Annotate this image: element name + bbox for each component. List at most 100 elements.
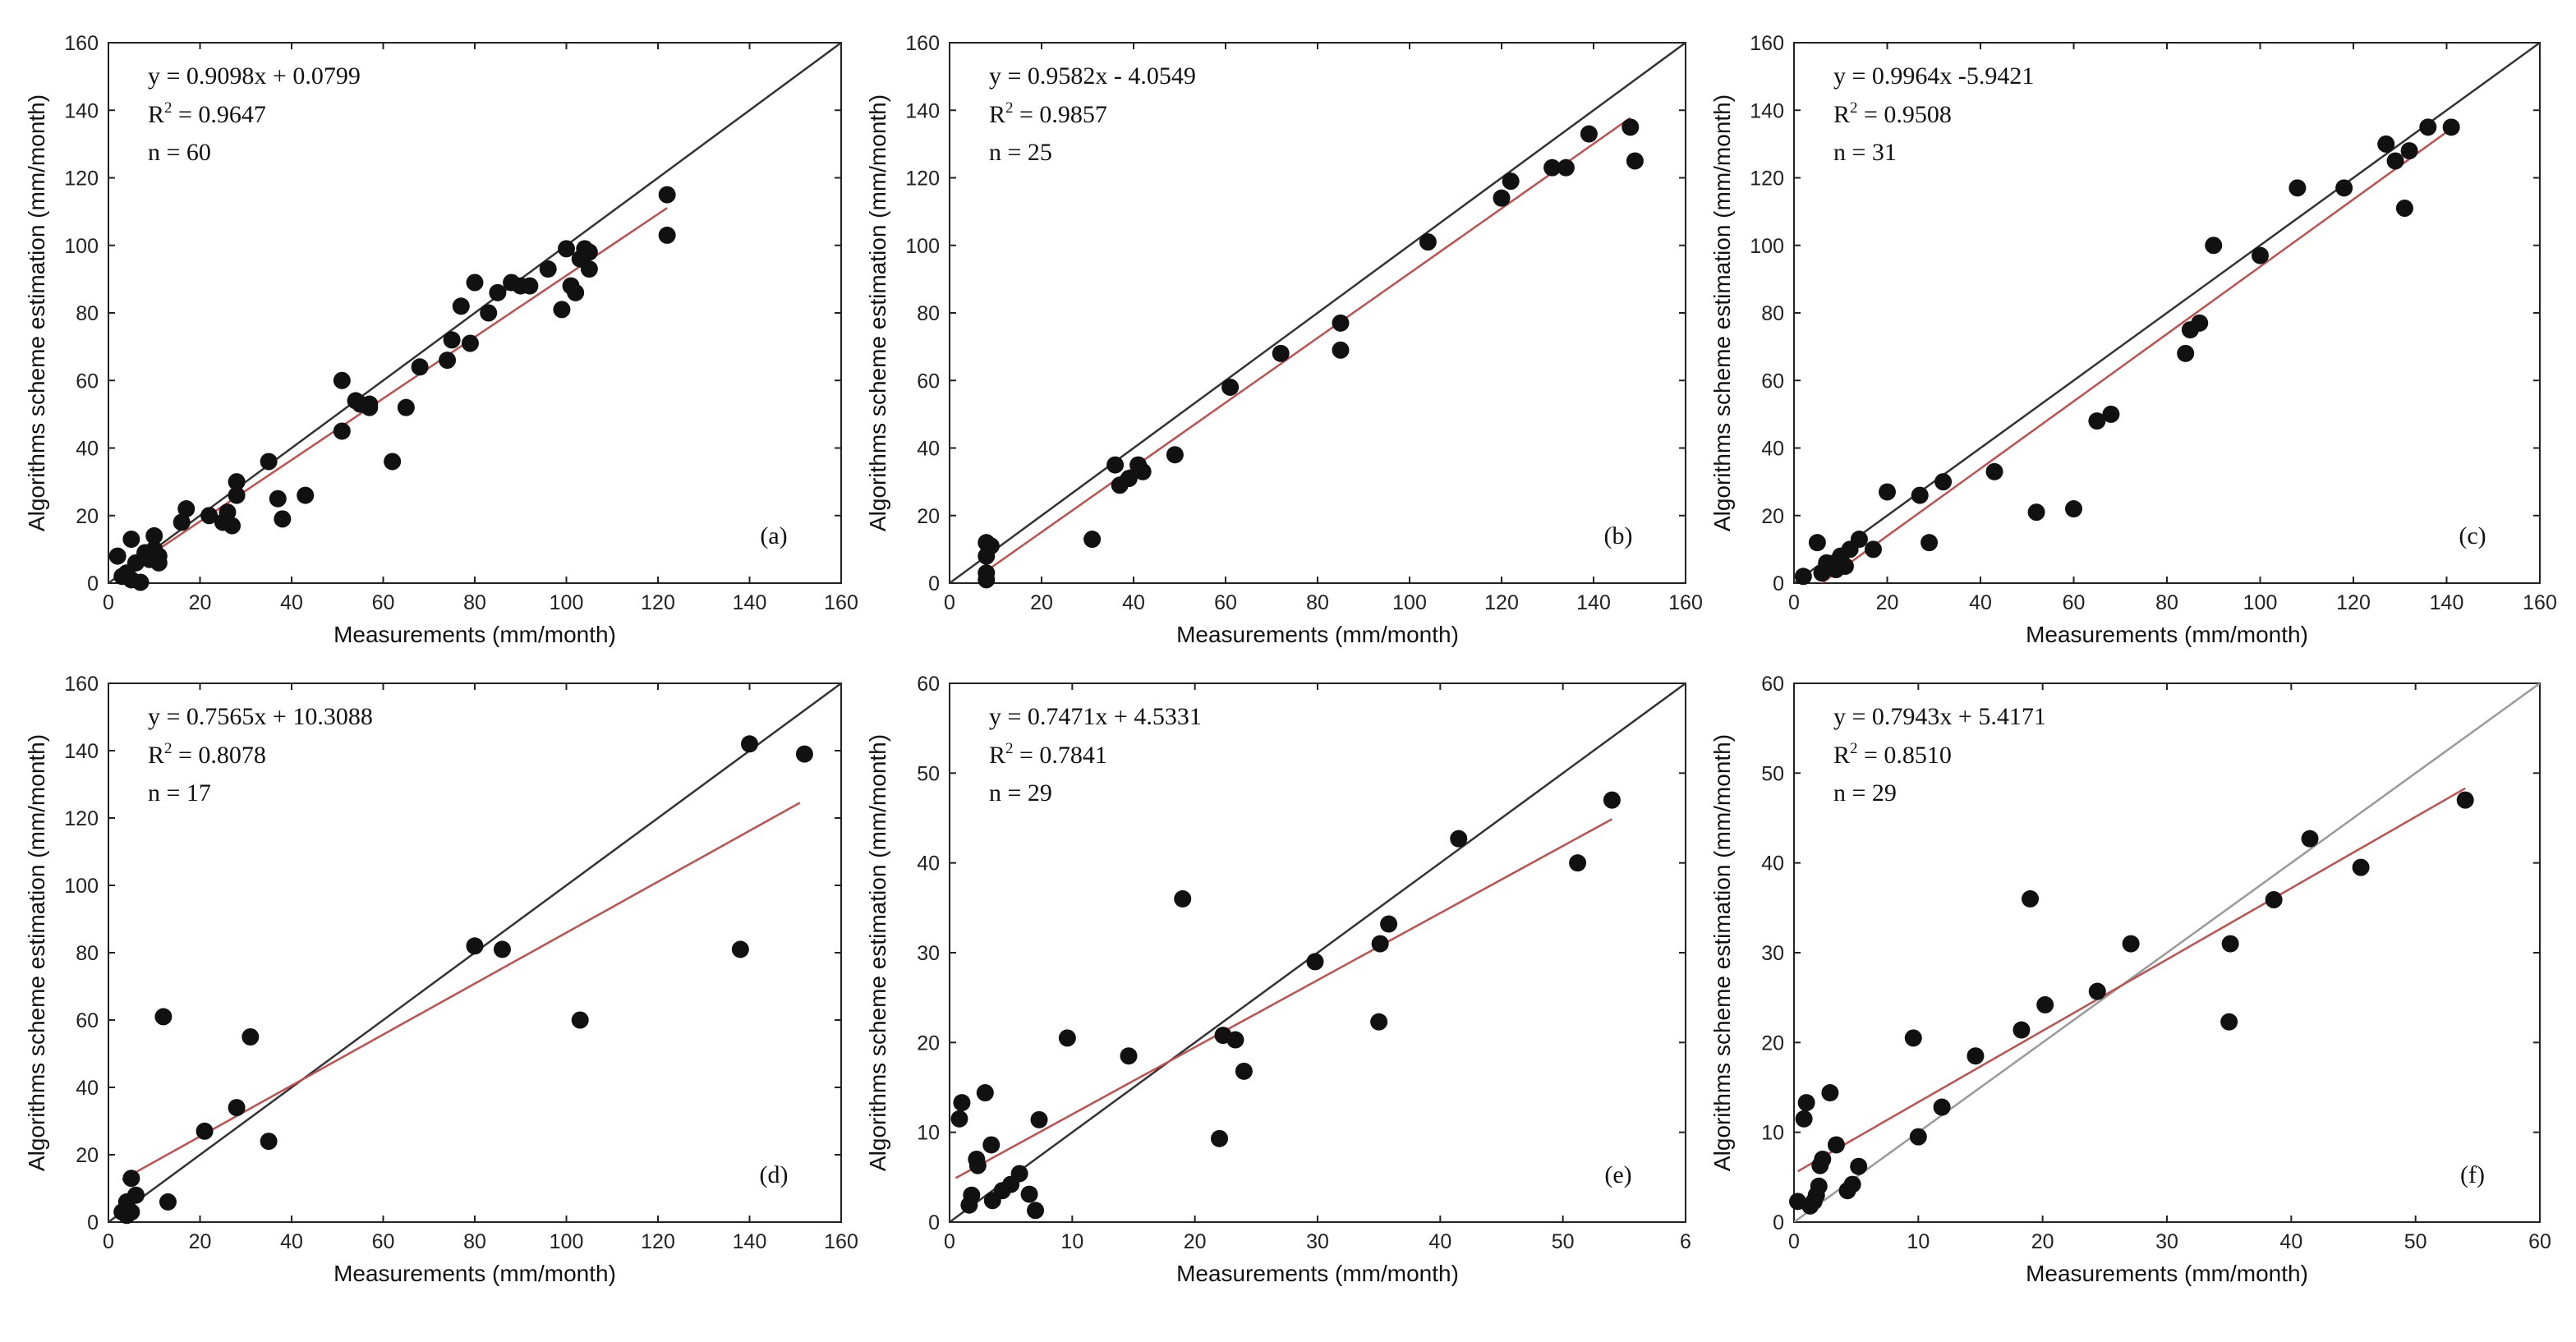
data-point bbox=[1272, 344, 1290, 362]
data-point bbox=[1083, 531, 1102, 549]
data-point bbox=[2022, 889, 2040, 908]
data-point bbox=[411, 358, 429, 376]
data-point bbox=[2335, 179, 2353, 197]
data-point bbox=[1332, 341, 1350, 359]
x-tick-label: 100 bbox=[550, 591, 584, 614]
data-point bbox=[297, 486, 315, 504]
x-tick-label: 0 bbox=[944, 1230, 955, 1253]
data-point bbox=[978, 564, 996, 582]
data-point bbox=[1134, 462, 1152, 480]
data-point bbox=[159, 1193, 177, 1211]
y-tick-label: 160 bbox=[905, 32, 940, 55]
data-point bbox=[2191, 314, 2209, 332]
x-axis-title: Measurements (mm/month) bbox=[334, 622, 616, 647]
data-point bbox=[2102, 405, 2120, 423]
data-point bbox=[2442, 118, 2460, 136]
y-tick-label: 100 bbox=[1750, 235, 1784, 258]
data-point bbox=[2088, 412, 2106, 430]
data-point bbox=[1211, 1129, 1229, 1147]
data-point bbox=[795, 745, 813, 763]
data-point bbox=[1502, 172, 1520, 191]
x-axis-title: Measurements (mm/month) bbox=[2026, 1261, 2308, 1286]
x-tick-label: 120 bbox=[1484, 591, 1519, 614]
x-tick-label: 20 bbox=[189, 591, 212, 614]
data-point bbox=[2395, 200, 2413, 218]
data-point bbox=[1380, 915, 1398, 933]
x-tick-label: 80 bbox=[2155, 591, 2178, 614]
data-point bbox=[963, 1186, 981, 1204]
panel-label: (c) bbox=[2459, 522, 2486, 549]
data-point bbox=[2205, 237, 2223, 255]
data-point bbox=[1226, 1031, 1244, 1049]
data-point bbox=[397, 398, 415, 416]
data-point bbox=[274, 510, 292, 528]
data-point bbox=[443, 331, 461, 349]
x-tick-label: 10 bbox=[1907, 1230, 1930, 1253]
data-point bbox=[558, 240, 575, 258]
data-point bbox=[2088, 982, 2106, 1000]
x-tick-label: 160 bbox=[824, 1230, 858, 1253]
x-tick-label: 160 bbox=[2523, 591, 2557, 614]
y-tick-label: 20 bbox=[76, 1144, 99, 1167]
y-tick-label: 160 bbox=[64, 32, 99, 55]
data-point bbox=[1626, 152, 1644, 170]
regression-equation: y = 0.9582x - 4.0549 bbox=[989, 62, 1196, 90]
data-point bbox=[1933, 1098, 1951, 1116]
data-point bbox=[1850, 531, 1868, 549]
data-point bbox=[953, 1094, 971, 1112]
x-tick-label: 100 bbox=[550, 1230, 584, 1253]
data-point bbox=[461, 334, 479, 352]
x-tick-label: 6 bbox=[1680, 1230, 1691, 1253]
data-point bbox=[1557, 159, 1575, 177]
data-point bbox=[741, 735, 758, 753]
data-point bbox=[333, 371, 351, 389]
data-point bbox=[122, 531, 140, 549]
x-tick-label: 30 bbox=[1306, 1230, 1329, 1253]
x-tick-label: 20 bbox=[1184, 1230, 1207, 1253]
y-tick-label: 40 bbox=[76, 1077, 99, 1100]
data-point bbox=[1174, 889, 1192, 908]
regression-equation: y = 0.9964x -5.9421 bbox=[1833, 62, 2034, 90]
panel-label: (a) bbox=[760, 522, 787, 549]
x-tick-label: 20 bbox=[1876, 591, 1899, 614]
identity-line bbox=[950, 683, 1686, 1222]
data-point bbox=[1934, 473, 1953, 491]
y-tick-label: 60 bbox=[917, 370, 940, 393]
x-tick-label: 140 bbox=[733, 1230, 767, 1253]
data-point bbox=[1419, 233, 1437, 251]
y-tick-label: 160 bbox=[1750, 32, 1784, 55]
y-axis-title: Algorithms scheme estimation (mm/month) bbox=[1709, 94, 1735, 531]
y-tick-label: 0 bbox=[1773, 572, 1784, 595]
x-tick-label: 60 bbox=[372, 1230, 395, 1253]
regression-equation: y = 0.9098x + 0.0799 bbox=[148, 62, 361, 90]
data-point bbox=[1797, 1094, 1815, 1112]
data-point bbox=[108, 547, 126, 565]
data-point bbox=[1221, 378, 1240, 396]
y-tick-label: 140 bbox=[64, 99, 99, 122]
r-squared-label: R2 = 0.7841 bbox=[989, 740, 1107, 769]
x-tick-label: 40 bbox=[1969, 591, 1992, 614]
regression-equation: y = 0.7471x + 4.5331 bbox=[989, 703, 1202, 730]
y-tick-label: 0 bbox=[928, 1211, 940, 1234]
data-point bbox=[571, 1011, 589, 1029]
data-point bbox=[1810, 1177, 1828, 1195]
y-tick-label: 20 bbox=[1761, 505, 1784, 528]
y-axis-title: Algorithms scheme estimation (mm/month) bbox=[865, 734, 890, 1171]
y-tick-label: 50 bbox=[917, 762, 940, 785]
y-axis-title: Algorithms scheme estimation (mm/month) bbox=[24, 734, 49, 1171]
data-point bbox=[172, 513, 191, 531]
data-point bbox=[982, 537, 1000, 555]
y-tick-label: 100 bbox=[905, 235, 940, 258]
x-axis-title: Measurements (mm/month) bbox=[1176, 622, 1459, 647]
y-tick-label: 20 bbox=[917, 1032, 940, 1055]
x-tick-label: 50 bbox=[1552, 1230, 1575, 1253]
y-tick-label: 140 bbox=[64, 740, 99, 763]
data-point bbox=[2377, 135, 2395, 153]
data-point bbox=[2265, 890, 2283, 908]
y-tick-label: 60 bbox=[917, 673, 940, 696]
data-point bbox=[154, 1008, 172, 1026]
x-tick-label: 140 bbox=[733, 591, 767, 614]
sample-size-label: n = 31 bbox=[1833, 139, 1897, 166]
data-point bbox=[658, 186, 676, 204]
data-point bbox=[1010, 1165, 1028, 1183]
